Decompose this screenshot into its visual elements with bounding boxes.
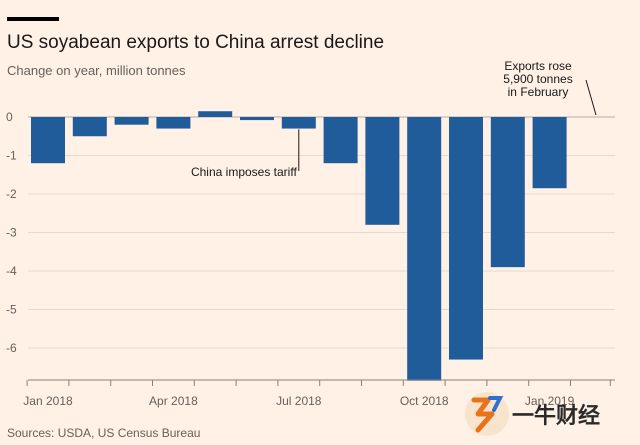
y-tick-label: -6 — [6, 341, 17, 355]
bar — [156, 117, 191, 129]
watermark-logo-icon — [488, 396, 504, 412]
bar — [449, 117, 483, 360]
y-tick-label: -4 — [6, 264, 17, 278]
x-tick-label: Jan 2019 — [525, 394, 575, 408]
annotation-february: in February — [508, 85, 569, 99]
bar — [281, 117, 316, 129]
annotation-leader — [585, 79, 597, 116]
bar — [114, 117, 149, 125]
y-tick-label: -2 — [6, 187, 17, 201]
chart-title: US soyabean exports to China arrest decl… — [7, 32, 385, 53]
x-tick-label: Oct 2018 — [400, 394, 449, 408]
annotation-february: Exports rose — [504, 59, 572, 73]
bar — [490, 117, 525, 268]
y-tick-label: -1 — [6, 149, 17, 163]
x-tick-label: Jul 2018 — [276, 394, 322, 408]
y-tick-label: -3 — [6, 226, 17, 240]
watermark-text: 一牛财经 — [512, 403, 600, 428]
bar — [198, 111, 233, 117]
watermark-logo-icon — [471, 397, 495, 433]
bar — [323, 117, 358, 164]
bar — [407, 117, 442, 381]
bar — [365, 117, 400, 225]
bar — [31, 117, 65, 164]
annotation-february: 5,900 tonnes — [503, 72, 572, 86]
bar — [72, 117, 107, 137]
y-tick-label: -5 — [6, 303, 17, 317]
source-note: Sources: USDA, US Census Bureau — [7, 426, 201, 440]
x-tick-label: Apr 2018 — [149, 394, 198, 408]
x-tick-label: Jan 2018 — [23, 394, 73, 408]
brand-bar — [7, 17, 59, 21]
annotation-tariff: China imposes tariff — [191, 165, 297, 179]
bar — [532, 117, 567, 189]
y-tick-label: 0 — [6, 110, 13, 124]
chart-subtitle: Change on year, million tonnes — [7, 63, 186, 78]
bar — [240, 117, 274, 121]
